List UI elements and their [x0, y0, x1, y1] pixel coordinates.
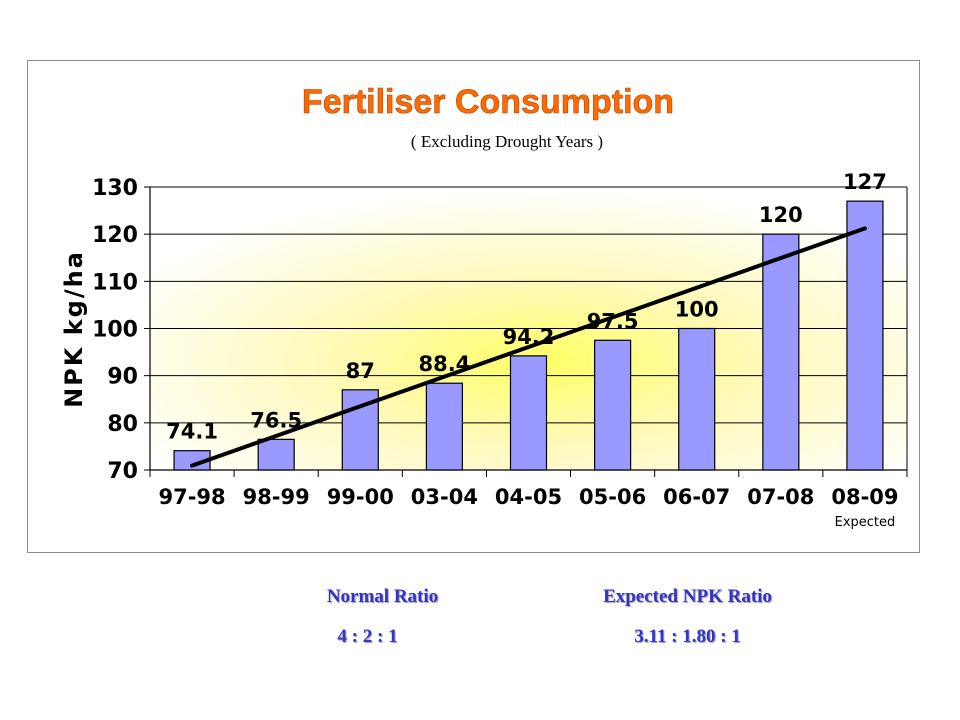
x-tick-label-07-08: 07-08	[747, 485, 814, 509]
data-label-08-09: 127	[843, 170, 887, 194]
y-tick-label: 130	[92, 176, 138, 201]
bar-05-06	[594, 339, 632, 471]
data-label-97-98: 74.1	[166, 420, 218, 444]
bar-03-04	[425, 382, 463, 471]
y-tick-label: 70	[107, 459, 138, 484]
x-tick-label-98-99: 98-99	[243, 485, 310, 509]
data-label-06-07: 100	[675, 298, 719, 322]
y-tick-label: 120	[92, 223, 138, 248]
chart-subtitle: ( Excluding Drought Years )	[411, 132, 603, 151]
chart-title: Fertiliser Consumption	[302, 83, 674, 121]
y-axis-label: NPK kg/ha	[60, 250, 88, 408]
data-label-07-08: 120	[759, 203, 803, 227]
x-tick-label-03-04: 03-04	[411, 485, 478, 509]
normal-ratio-title: Normal Ratio	[326, 586, 439, 607]
y-tick-label: 80	[107, 412, 138, 437]
x-tick-label-05-06: 05-06	[579, 485, 646, 509]
bar-07-08	[762, 233, 800, 471]
x-tick-label-99-00: 99-00	[327, 485, 394, 509]
y-tick-label: 100	[92, 318, 138, 343]
expected-ratio-title: Expected NPK Ratio	[603, 586, 772, 607]
bar-98-99	[257, 438, 295, 471]
bar-06-07	[678, 327, 716, 471]
data-label-04-05: 94.2	[503, 325, 555, 349]
trendline	[190, 226, 867, 468]
bar-08-09	[846, 200, 884, 471]
x-tick-label-97-98: 97-98	[158, 485, 225, 509]
x-tick-label-08-09: 08-09	[831, 485, 898, 509]
data-label-03-04: 88.4	[418, 352, 470, 376]
y-tick-label: 90	[107, 365, 138, 390]
bar-chart: 70809010011012013074.197-9876.598-998799…	[60, 83, 908, 530]
normal-ratio-value: 4 : 2 : 1	[337, 626, 398, 647]
x-tick-label-06-07: 06-07	[663, 485, 730, 509]
y-tick-label: 110	[92, 270, 138, 295]
bar-04-05	[509, 355, 548, 471]
chart-frame: 70 80 90 100 110 120 130 74.1 97-98 76.5 98-99 87 99…	[27, 60, 920, 553]
data-label-99-00: 87	[346, 359, 375, 383]
x-tick-note: Expected	[835, 515, 896, 530]
x-tick-label-04-05: 04-05	[495, 485, 562, 509]
expected-ratio-value: 3.11 : 1.80 : 1	[634, 626, 741, 647]
